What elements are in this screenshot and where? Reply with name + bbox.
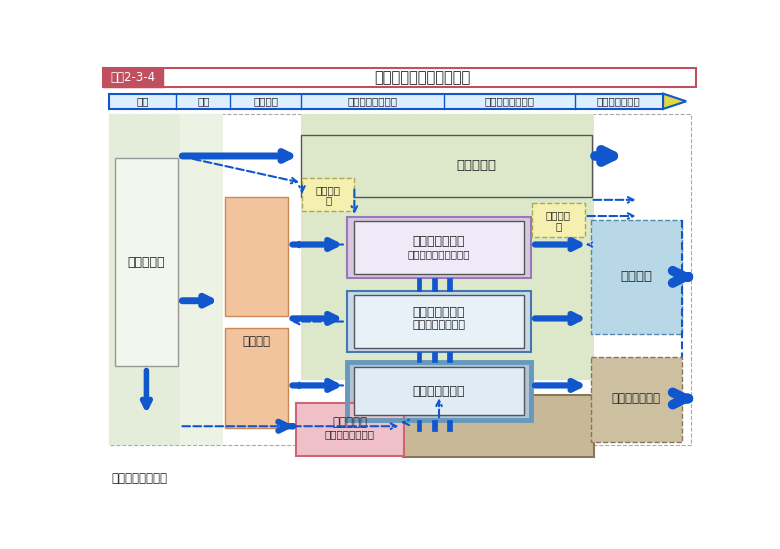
Text: 恒久住宅の確保: 恒久住宅の確保 (597, 96, 640, 107)
Text: 被災後数週〜数月: 被災後数週〜数月 (348, 96, 398, 107)
Polygon shape (663, 93, 686, 109)
Text: 既存公営住宅等: 既存公営住宅等 (413, 235, 465, 248)
Text: 図表2-3-4: 図表2-3-4 (111, 71, 156, 84)
Text: 避難所等: 避難所等 (243, 335, 271, 348)
Bar (301, 114, 594, 380)
Text: 等: 等 (555, 221, 562, 231)
Bar (108, 114, 222, 445)
Text: 従前の自宅: 従前の自宅 (457, 159, 497, 172)
Text: 被災後の住まいイメージ: 被災後の住まいイメージ (374, 70, 471, 85)
Bar (417, 420, 421, 431)
Text: 出典：内閣府資料: 出典：内閣府資料 (111, 472, 167, 485)
Text: 被災: 被災 (197, 96, 210, 107)
Bar (353, 295, 524, 348)
Bar (115, 158, 178, 366)
Text: 二次避難所: 二次避難所 (332, 416, 367, 429)
Bar (417, 278, 421, 291)
Bar (402, 395, 594, 457)
Text: 建設型仮設住宅: 建設型仮設住宅 (413, 385, 465, 398)
Bar (296, 403, 403, 456)
Text: （民間賃貸住宅）: （民間賃貸住宅） (413, 320, 466, 329)
Bar (347, 362, 530, 420)
Bar (448, 352, 452, 362)
Bar (353, 367, 524, 416)
Bar (590, 220, 682, 334)
Bar (225, 328, 288, 428)
Bar (432, 352, 437, 362)
Text: 応急修理: 応急修理 (316, 185, 341, 195)
Text: 被災後数月〜数年: 被災後数月〜数年 (484, 96, 534, 107)
Text: 借上型仮設住宅: 借上型仮設住宅 (413, 306, 465, 319)
Bar (353, 221, 524, 274)
Bar (302, 177, 354, 211)
Text: （旅館・ホテル）: （旅館・ホテル） (324, 429, 374, 439)
Text: 災害公営住宅等: 災害公営住宅等 (612, 392, 661, 405)
Bar (180, 114, 222, 445)
Bar (225, 197, 288, 316)
Bar (347, 217, 530, 278)
Bar (103, 68, 163, 87)
Text: 改修工事: 改修工事 (546, 210, 571, 220)
Text: 等: 等 (325, 195, 332, 206)
Bar (417, 352, 421, 362)
Bar (301, 135, 592, 197)
Bar (448, 278, 452, 291)
Bar (108, 114, 691, 445)
Bar (432, 420, 437, 431)
Text: 従前: 従前 (136, 96, 149, 107)
Bar (108, 93, 663, 109)
Bar (347, 291, 530, 352)
Bar (532, 203, 584, 237)
Text: 自宅再建: 自宅再建 (620, 270, 652, 283)
Bar (432, 278, 437, 291)
Text: 被災直後: 被災直後 (254, 96, 278, 107)
Bar (347, 362, 530, 420)
Bar (103, 68, 697, 87)
Bar (590, 357, 682, 441)
Bar (448, 420, 452, 431)
Text: （国の宿舎等も含む）: （国の宿舎等も含む） (408, 249, 470, 259)
Text: 従前の自宅: 従前の自宅 (128, 256, 165, 268)
